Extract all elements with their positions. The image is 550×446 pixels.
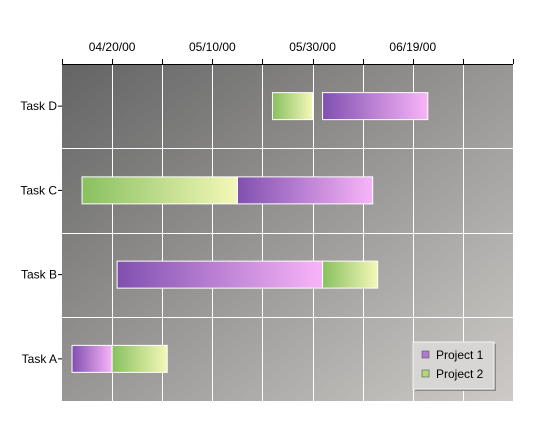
x-tick-label: 05/10/00 [189,40,236,54]
bars [71,92,429,373]
category-label: Task D [20,99,57,113]
legend-swatch [421,369,430,378]
legend-swatch [421,350,430,359]
category-axis: Task D Task C Task B Task A [20,99,62,366]
gantt-bar-project-2 [81,176,238,205]
x-tick-label: 06/19/00 [389,40,436,54]
gantt-bar-project-1 [71,344,113,373]
gantt-bar-project-1 [322,92,429,121]
category-label: Task B [21,268,57,282]
category-label: Task A [22,352,57,366]
legend: Project 1 Project 2 [412,341,496,391]
gantt-bar-project-1 [116,260,324,289]
x-tick-label: 05/30/00 [289,40,336,54]
gantt-bar-project-2 [271,92,314,121]
x-tick-label: 04/20/00 [89,40,136,54]
legend-label: Project 1 [436,348,484,362]
x-axis: 04/20/00 05/10/00 05/30/00 06/19/00 [62,40,514,65]
legend-box [412,341,495,390]
gridlines [62,64,513,401]
gantt-bar-project-2 [322,260,379,289]
legend-label: Project 2 [436,367,484,381]
gantt-bar-project-1 [236,176,374,205]
gantt-bar-project-2 [111,344,168,373]
category-label: Task C [20,183,57,197]
